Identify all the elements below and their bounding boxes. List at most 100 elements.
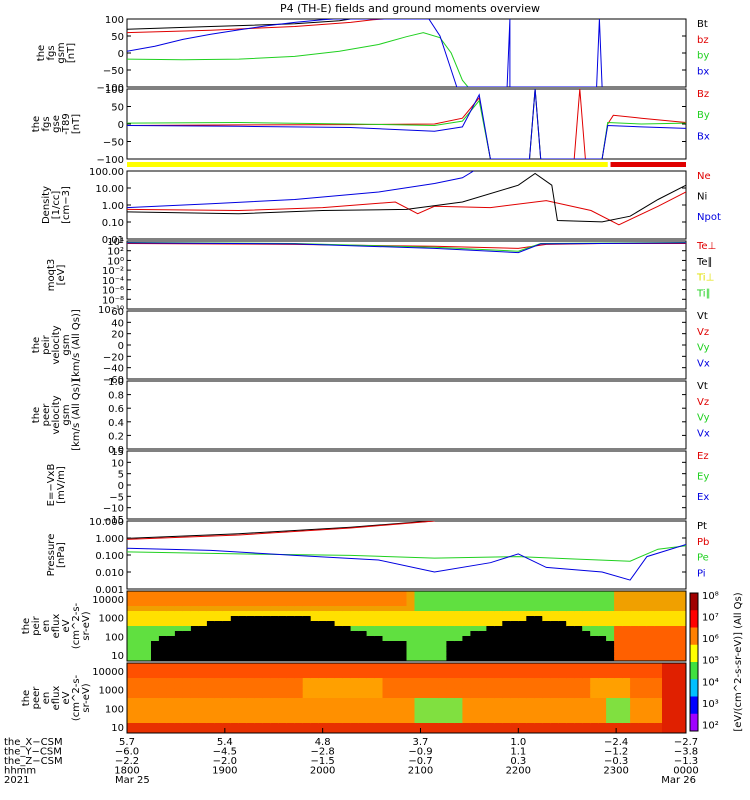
heat-cell <box>486 708 495 714</box>
y-axis-label: the fgs gsm [nT] <box>36 42 77 63</box>
heat-cell <box>646 611 655 617</box>
heat-cell <box>174 728 184 733</box>
heat-cell <box>518 601 527 607</box>
heat-cell <box>478 596 487 602</box>
heat-cell <box>622 651 631 657</box>
heat-cell <box>390 673 400 679</box>
heat-cell <box>446 611 455 617</box>
heat-cell <box>630 703 639 709</box>
heat-cell <box>478 728 487 733</box>
heat-cell <box>598 656 607 661</box>
heat-cell <box>534 663 543 669</box>
heat-cell <box>334 723 344 729</box>
heat-cell <box>166 621 176 627</box>
heat-cell <box>135 646 144 652</box>
heat-cell <box>446 678 455 684</box>
heat-cell <box>518 718 527 724</box>
heat-cell <box>654 698 663 704</box>
heat-cell <box>374 668 384 674</box>
heat-cell <box>630 698 639 704</box>
heat-cell <box>206 718 216 724</box>
heat-cell <box>526 656 535 661</box>
heat-cell <box>406 621 416 627</box>
heat-cell <box>414 693 424 699</box>
heat-cell <box>670 641 679 647</box>
heat-cell <box>318 596 328 602</box>
heat-cell <box>158 621 168 627</box>
heat-cell <box>143 651 152 657</box>
heat-cell <box>590 616 599 622</box>
heat-cell <box>398 646 408 652</box>
heat-cell <box>678 611 686 617</box>
y-tick-label: 10⁰ <box>107 256 124 267</box>
heat-cell <box>566 636 575 642</box>
heat-cell <box>606 673 615 679</box>
heat-cell <box>350 611 360 617</box>
heat-cell <box>190 693 200 699</box>
heat-cell <box>198 723 208 729</box>
heat-cell <box>566 703 575 709</box>
heat-cell <box>678 606 686 612</box>
heat-cell <box>318 688 328 694</box>
heat-cell <box>294 708 304 714</box>
heat-cell <box>670 621 679 627</box>
heat-cell <box>302 718 312 724</box>
legend-entry: Te∥ <box>696 257 713 268</box>
heat-cell <box>270 596 280 602</box>
heat-cell <box>662 698 671 704</box>
heat-cell <box>390 646 400 652</box>
colorbar-tick: 10² <box>702 720 719 731</box>
heat-cell <box>510 606 519 612</box>
heat-cell <box>574 703 583 709</box>
heat-cell <box>318 708 328 714</box>
heat-cell <box>374 606 384 612</box>
heat-cell <box>622 723 631 729</box>
heat-cell <box>230 641 240 647</box>
heat-cell <box>270 713 280 719</box>
heat-cell <box>470 611 479 617</box>
x-row-label: 2021 <box>4 775 29 786</box>
heat-cell <box>342 636 352 642</box>
heat-cell <box>198 651 208 657</box>
heat-cell <box>398 713 408 719</box>
heat-cell <box>270 663 280 669</box>
heat-cell <box>582 656 591 661</box>
heat-cell <box>390 723 400 729</box>
heat-cell <box>342 703 352 709</box>
heat-cell <box>230 723 240 729</box>
heat-cell <box>262 668 272 674</box>
heat-cell <box>206 723 216 729</box>
heat-cell <box>302 596 312 602</box>
heat-cell <box>526 683 535 689</box>
heat-cell <box>270 683 280 689</box>
x-tick-value: 2300 <box>603 766 628 777</box>
x-tick-value: −2.2 <box>115 756 139 767</box>
heat-cell <box>654 673 663 679</box>
heat-cell <box>414 631 424 637</box>
colorbar-label-text: [eV/(cm^2-s-sr-eV)] (All Qs) <box>733 592 744 731</box>
heat-cell <box>462 601 471 607</box>
heat-cell <box>638 708 647 714</box>
heat-cell <box>534 626 543 632</box>
heat-cell <box>246 688 256 694</box>
heat-cell <box>166 678 176 684</box>
heat-cell <box>238 596 248 602</box>
heat-cell <box>382 656 392 661</box>
heat-cell <box>438 698 447 704</box>
heat-cell <box>326 678 336 684</box>
heat-cell <box>398 606 408 612</box>
heat-cell <box>422 688 432 694</box>
heat-cell <box>486 673 495 679</box>
heat-cell <box>222 663 232 669</box>
heat-cell <box>670 728 679 733</box>
heat-cell <box>406 713 416 719</box>
heat-cell <box>574 646 583 652</box>
heat-cell <box>630 636 639 642</box>
heat-cell <box>310 713 320 719</box>
heat-cell <box>678 646 686 652</box>
x-row-label: the_X−CSM <box>4 737 63 748</box>
heat-cell <box>182 663 192 669</box>
heat-cell <box>526 713 535 719</box>
heat-cell <box>230 678 240 684</box>
heat-cell <box>206 703 216 709</box>
